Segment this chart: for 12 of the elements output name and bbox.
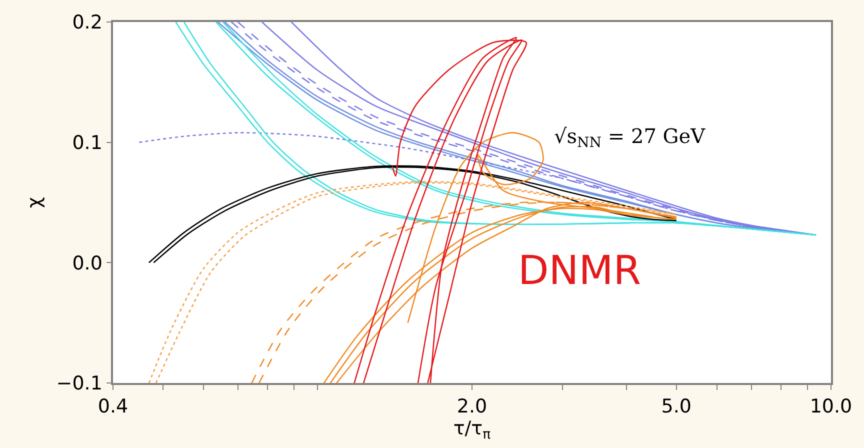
y-axis-title: χ — [24, 196, 46, 208]
x-tick-label: 10.0 — [810, 396, 852, 418]
x-tick-label: 2.0 — [456, 396, 488, 418]
y-tick-label: 0.0 — [72, 252, 102, 274]
annotation: DNMR — [518, 248, 642, 294]
x-tick-label: 0.4 — [98, 396, 128, 418]
y-tick-label: 0.1 — [72, 132, 102, 154]
x-axis-title: τ/τ$_{π}$ — [453, 418, 491, 443]
y-tick-label: 0.2 — [72, 12, 102, 34]
x-tick-label: 5.0 — [661, 396, 692, 418]
y-tick-label: −0.1 — [56, 372, 102, 395]
annotation: √s$_{NN}$ = 27 GeV — [554, 124, 706, 152]
